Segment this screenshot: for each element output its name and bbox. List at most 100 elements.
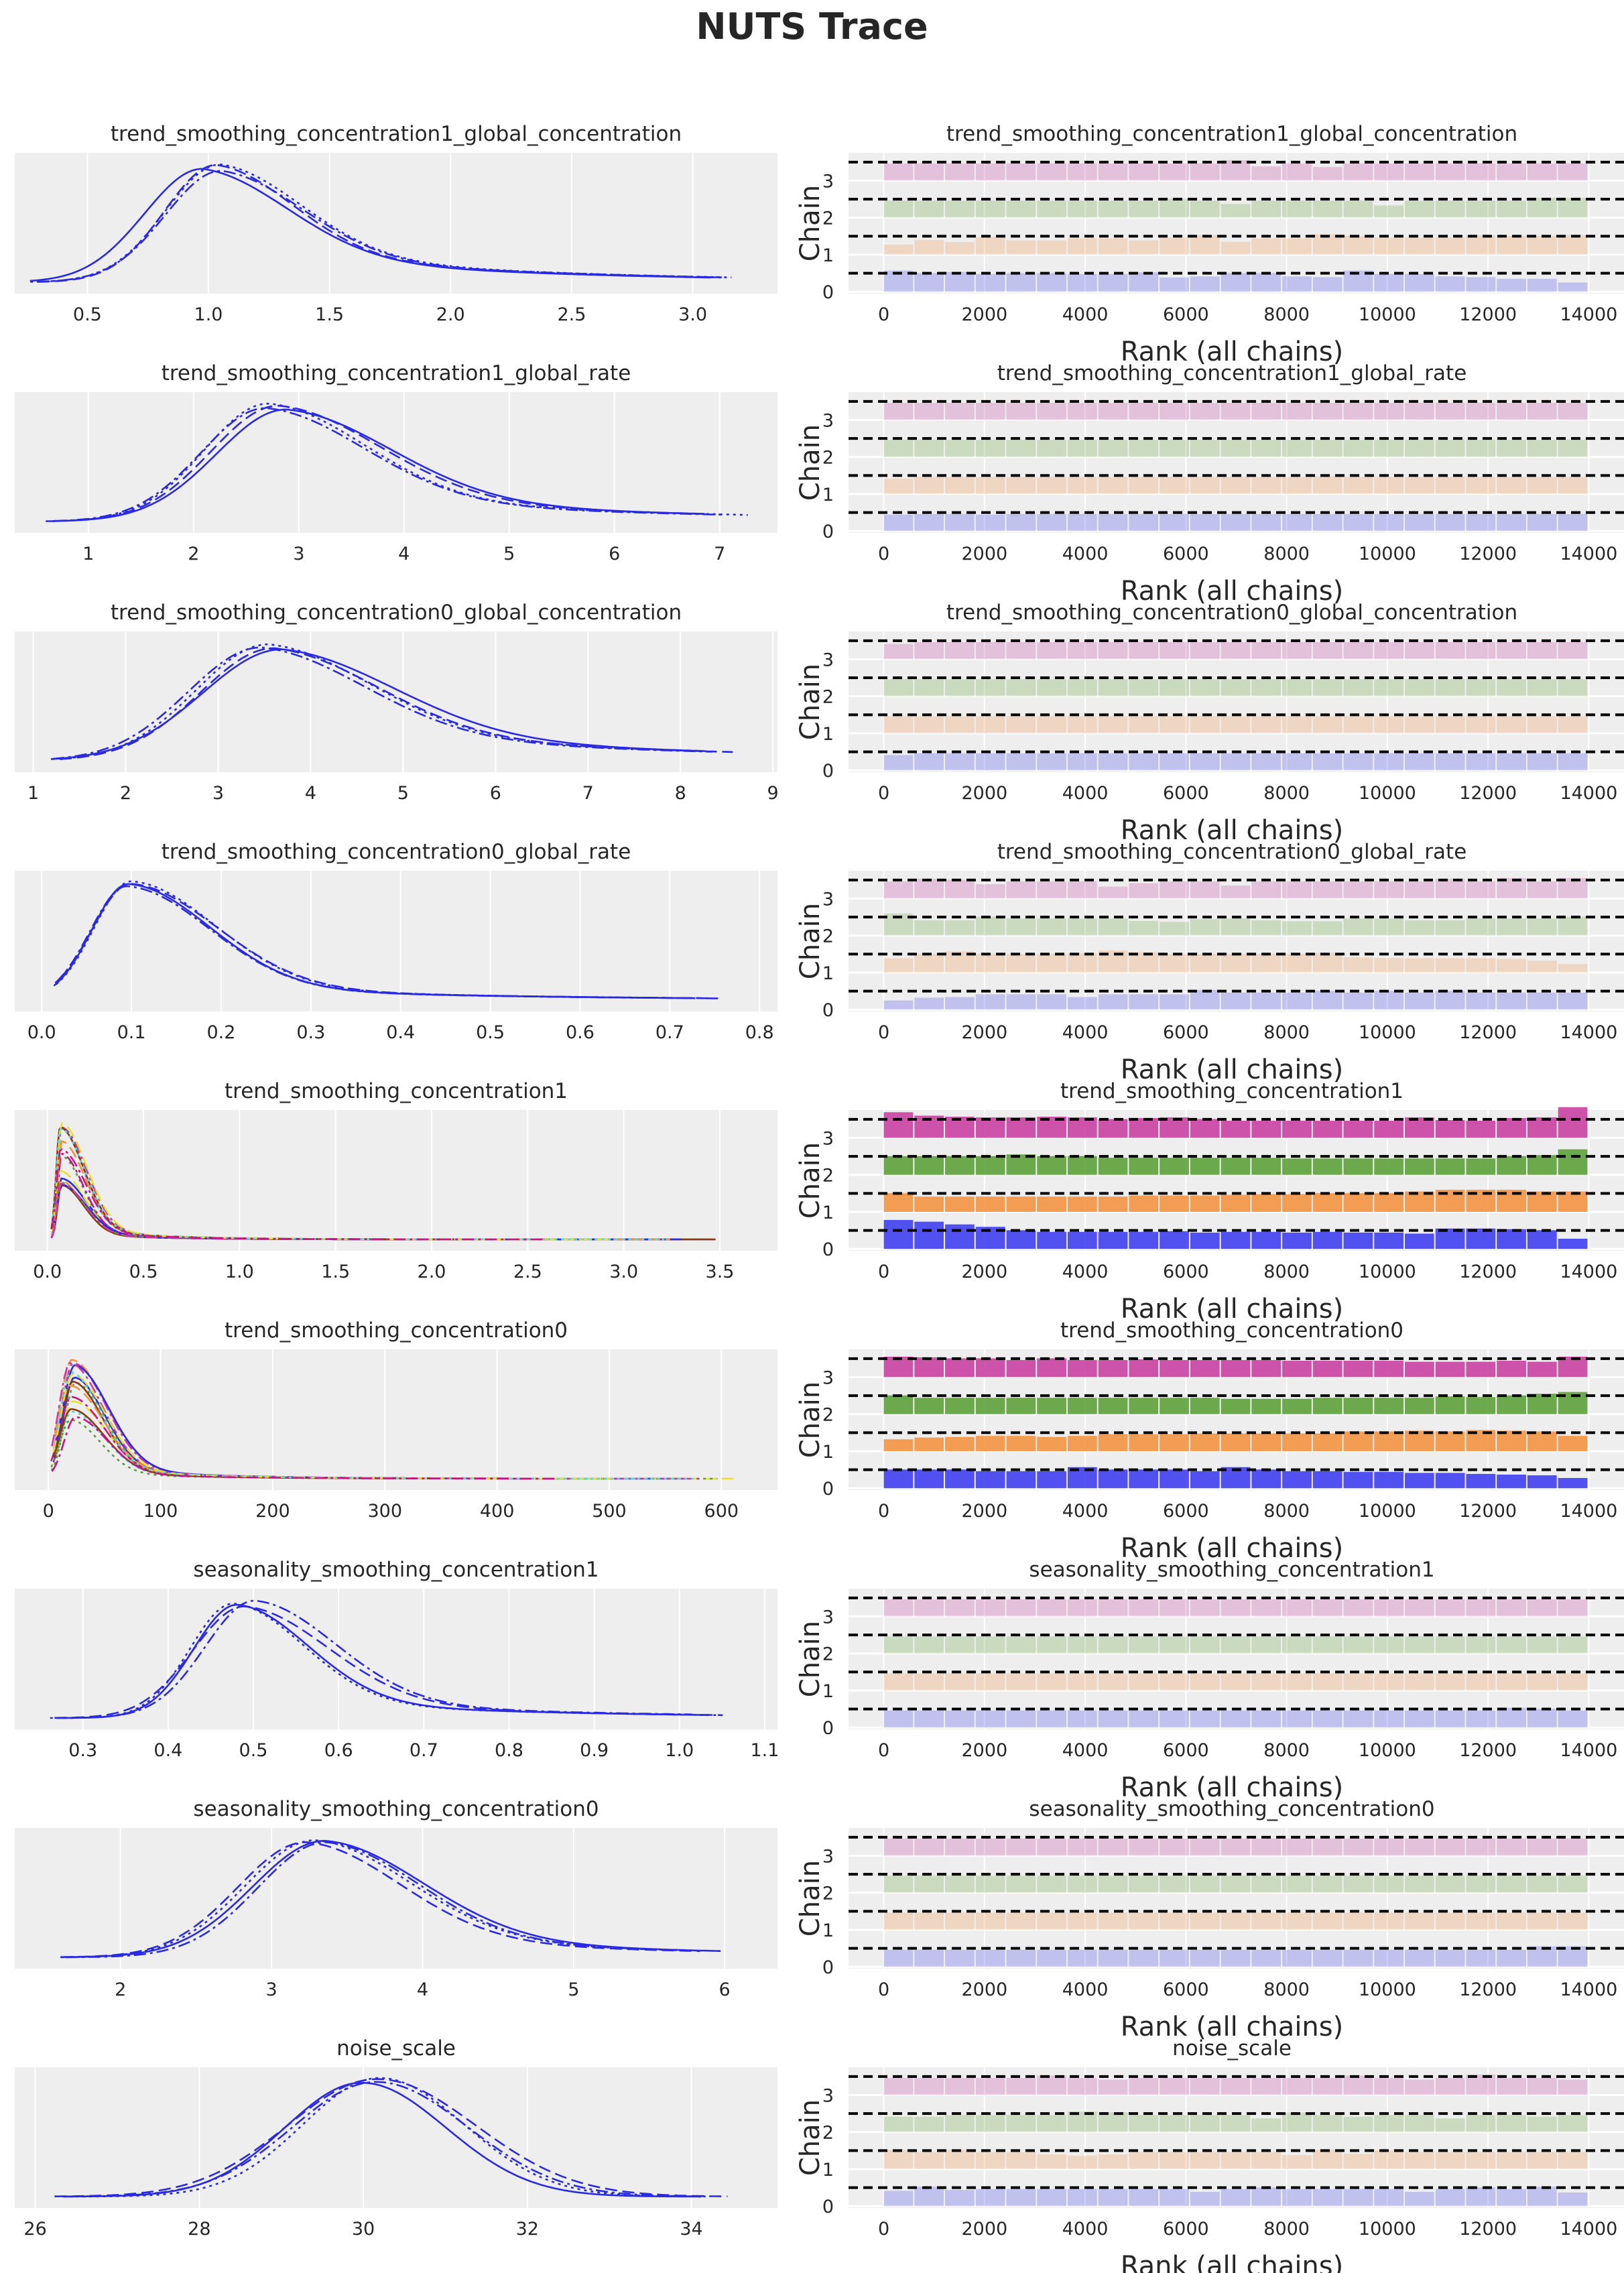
rank-bar (1129, 200, 1159, 218)
kde-curve (52, 646, 713, 760)
rank-bar (1129, 642, 1159, 660)
rank-bar (1527, 513, 1557, 532)
rank-y-axis-label: Chain (795, 1621, 826, 1697)
rank-bar (1466, 753, 1496, 771)
rank-bar (1190, 753, 1220, 771)
rank-y-tick-label: 0 (822, 282, 834, 303)
rank-bar (1282, 1471, 1312, 1489)
rank-bar (1221, 954, 1251, 973)
rank-bar (1098, 1876, 1128, 1893)
rank-bar (1282, 200, 1312, 218)
rank-bar (1067, 716, 1097, 733)
rank-bar (914, 642, 944, 660)
rank-panel-title: trend_smoothing_concentration1_global_ra… (997, 361, 1467, 385)
rank-bar (975, 1196, 1005, 1212)
rank-bar (1098, 1158, 1128, 1175)
rank-bar (1312, 1912, 1342, 1930)
rank-bar (1282, 1912, 1312, 1930)
rank-bar (1343, 513, 1373, 532)
kde-x-tick-label: 0.0 (33, 1262, 62, 1282)
rank-bar (1221, 1433, 1251, 1451)
rank-bar (1466, 1673, 1496, 1691)
kde-curve (64, 2081, 702, 2198)
kde-x-tick-label: 0.9 (580, 1740, 609, 1761)
rank-bar (1190, 1433, 1220, 1451)
rank-bar (1037, 477, 1066, 494)
rank-y-tick-label: 2 (822, 208, 834, 229)
rank-bar (914, 1949, 944, 1967)
rank-bar (1405, 2191, 1434, 2207)
rank-bar (914, 1839, 944, 1856)
kde-x-tick-label: 7 (582, 783, 594, 804)
rank-bar (1221, 885, 1251, 899)
rank-bar (1067, 1949, 1097, 1967)
rank-bar (883, 1220, 914, 1249)
rank-bar (1190, 2191, 1220, 2207)
rank-bar (1527, 679, 1557, 696)
rank-bar (1006, 1710, 1036, 1728)
rank-bar (1067, 2189, 1097, 2207)
rank-bar (1466, 716, 1496, 733)
rank-bar (1129, 1398, 1159, 1414)
rank-bar (883, 1876, 914, 1893)
rank-bar (1251, 238, 1282, 255)
rank-bar (1221, 1912, 1251, 1930)
rank-bar (1405, 1191, 1434, 1212)
rank-bar (1497, 1949, 1526, 1967)
rank-bar (1374, 513, 1404, 532)
rank-bar (1282, 2155, 1312, 2169)
rank-bar (1405, 1912, 1434, 1930)
rank-y-tick-label: 2 (822, 1644, 834, 1665)
rank-bar (1129, 994, 1159, 1010)
rank-bar (1006, 1949, 1036, 1967)
rank-bar (1282, 1398, 1312, 1414)
rank-bar (883, 643, 914, 660)
rank-bar (1160, 994, 1189, 1010)
kde-panel: trend_smoothing_concentration0_global_co… (15, 601, 779, 804)
rank-bar (1435, 1158, 1465, 1175)
rank-bar (1405, 1233, 1434, 1249)
kde-x-tick-label: 3.0 (678, 304, 707, 325)
rank-bar (1374, 716, 1404, 733)
rank-bar (1006, 1117, 1036, 1138)
rank-bar (914, 513, 944, 532)
rank-y-tick-label: 1 (822, 485, 834, 505)
kde-x-tick-label: 0.8 (495, 1740, 523, 1761)
rank-panel: seasonality_smoothing_concentration1 0 200… (795, 1558, 1624, 1803)
kde-curve (36, 170, 727, 283)
kde-curve (54, 2078, 728, 2197)
rank-bar (1405, 2152, 1434, 2169)
rank-bar (1374, 205, 1404, 218)
rank-x-tick-label: 2000 (961, 1262, 1007, 1282)
rank-x-tick-label: 0 (878, 2219, 889, 2239)
rank-panel: trend_smoothing_concentration0_global_co… (795, 601, 1624, 846)
rank-x-tick-label: 12000 (1459, 544, 1517, 564)
rank-bar (1374, 1398, 1404, 1414)
rank-x-tick-label: 8000 (1263, 304, 1310, 325)
rank-bar (1221, 1839, 1251, 1856)
rank-bar (1251, 200, 1282, 218)
kde-plot-area (15, 1828, 777, 1969)
rank-bar (1190, 1599, 1220, 1617)
rank-bar (1221, 679, 1251, 696)
rank-bar (1006, 1471, 1036, 1489)
rank-panel-title: noise_scale (1172, 2036, 1292, 2061)
rank-bar (1006, 679, 1036, 696)
rank-bar (1160, 922, 1189, 936)
rank-bar (1067, 2111, 1097, 2132)
rank-bar (1160, 2189, 1189, 2207)
rank-bar (1251, 1194, 1282, 1212)
rank-bar (1129, 883, 1159, 899)
rank-bar (1343, 477, 1373, 494)
rank-bar (1374, 1193, 1404, 1212)
rank-bar (1282, 1194, 1312, 1212)
rank-bar (1343, 1232, 1373, 1249)
rank-bar (914, 1156, 944, 1175)
rank-bar (1067, 679, 1097, 696)
rank-bar (1374, 1673, 1404, 1691)
rank-bar (1098, 1839, 1128, 1856)
rank-bar (1190, 1710, 1220, 1728)
rank-bar (1497, 1707, 1526, 1728)
rank-bar (1160, 1434, 1189, 1451)
rank-y-tick-label: 3 (822, 1607, 834, 1627)
